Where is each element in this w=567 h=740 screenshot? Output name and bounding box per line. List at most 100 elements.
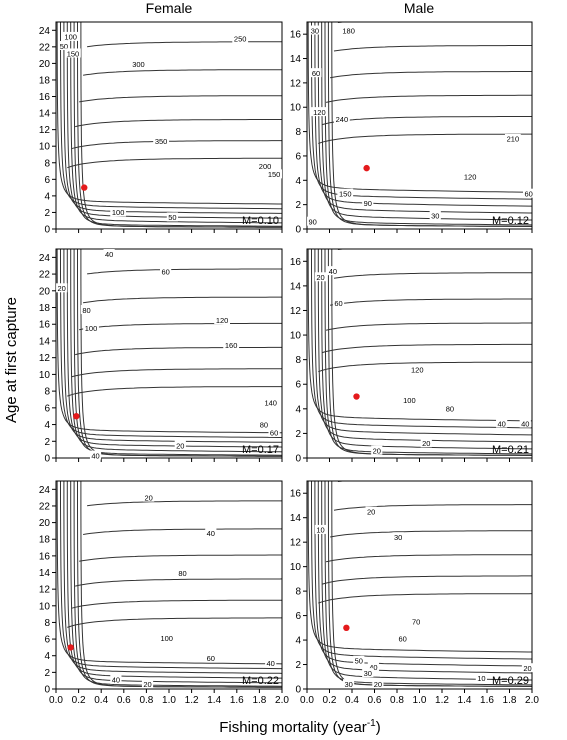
contour-line xyxy=(330,71,532,79)
contour-label: 100 xyxy=(112,208,125,217)
contour-line xyxy=(75,119,282,128)
y-tick-label: 16 xyxy=(290,489,302,500)
panel-male-3: 0.0 0.2 0.4 0.6 0.8 1.0 1.2 1.4 1.6 1.8 2.0 0 2 4 6 8 10… xyxy=(290,480,539,706)
contour-lines xyxy=(56,481,282,688)
contour-label: 60 xyxy=(270,429,278,438)
y-tick-label: 20 xyxy=(39,286,51,297)
panels: 0246810121416182022242503003502001501005… xyxy=(39,12,539,706)
contour-label-bg xyxy=(110,674,122,684)
y-tick-label: 10 xyxy=(290,103,302,114)
contour-label-bg xyxy=(83,323,99,333)
contour-lines xyxy=(56,12,302,228)
contour-line xyxy=(63,22,282,214)
contour-label-bg xyxy=(176,568,189,578)
contour-label-bg xyxy=(340,25,357,35)
contour-label-bg xyxy=(314,272,327,282)
contour-line xyxy=(75,578,282,587)
plot-frame xyxy=(55,480,283,690)
contour-line xyxy=(317,481,532,674)
contour-label: 50 xyxy=(168,213,176,222)
contour-line xyxy=(91,12,302,17)
contour-label-bg xyxy=(401,395,418,405)
contour-label: 40 xyxy=(112,676,120,685)
panel-label: M=0.21 xyxy=(492,444,529,456)
contour-line xyxy=(56,481,282,665)
optimum-point xyxy=(81,184,88,191)
y-tick-label: 6 xyxy=(44,403,50,414)
contour-line xyxy=(314,249,532,436)
contour-line xyxy=(327,22,532,227)
y-tick-label: 14 xyxy=(290,513,302,524)
optimum-point xyxy=(363,164,370,172)
y-tick-label: 12 xyxy=(290,78,302,89)
contour-label-bg xyxy=(141,679,154,689)
contour-line xyxy=(333,45,532,52)
y-tick-label: 4 xyxy=(295,176,301,187)
y-tick-label: 8 xyxy=(44,618,50,629)
y-tick-label: 24 xyxy=(39,26,51,37)
contour-line xyxy=(79,322,282,331)
contour-line xyxy=(77,22,282,228)
contour-label: 40 xyxy=(521,419,529,428)
contour-line xyxy=(311,22,532,200)
contour-label-bg xyxy=(262,397,279,407)
y-tick-label: 4 xyxy=(295,636,301,647)
contour-label: 30 xyxy=(311,26,319,35)
contour-line xyxy=(70,481,282,684)
x-tick-label: 1.4 xyxy=(458,695,472,706)
contour-line xyxy=(307,481,532,653)
contour-label-bg xyxy=(362,668,374,678)
y-tick-label: 6 xyxy=(295,611,301,622)
contour-label: 40 xyxy=(369,663,377,672)
contour-label: 80 xyxy=(446,405,454,414)
contour-label: 10 xyxy=(316,526,324,535)
column-title-male: Male xyxy=(404,0,435,16)
contour-label: 30 xyxy=(364,669,372,678)
contour-label-bg xyxy=(143,492,155,502)
y-tick-label: 18 xyxy=(39,75,51,86)
contour-label-bg xyxy=(205,653,217,663)
y-tick-label: 4 xyxy=(295,404,301,415)
x-tick-label: 2.0 xyxy=(275,695,289,706)
y-tick-label: 6 xyxy=(44,175,50,186)
y-tick-label: 10 xyxy=(290,331,302,342)
contour-line xyxy=(317,22,532,214)
contour-label-bg xyxy=(521,663,534,673)
contour-label: 20 xyxy=(523,664,531,673)
contour-label: 200 xyxy=(259,162,272,171)
contour-label: 20 xyxy=(373,446,381,455)
contour-label-bg xyxy=(174,440,186,450)
contour-label: 30 xyxy=(394,533,402,542)
contour-line xyxy=(307,22,532,193)
x-tick-label: 1.2 xyxy=(435,695,449,706)
y-tick-label: 22 xyxy=(39,42,51,53)
y-tick-label: 14 xyxy=(39,336,51,347)
contour-label-bg xyxy=(504,133,521,143)
contour-label: 60 xyxy=(312,69,320,78)
contour-label-bg xyxy=(332,298,345,308)
contour-label: 50 xyxy=(355,657,363,666)
y-tick-label: 4 xyxy=(44,651,50,662)
contour-label-bg xyxy=(58,41,70,51)
contour-line xyxy=(60,22,282,210)
contour-label: 120 xyxy=(216,316,229,325)
y-tick-label: 0 xyxy=(44,225,50,236)
optimum-point xyxy=(67,644,74,651)
contour-label-bg xyxy=(371,445,383,455)
y-tick-label: 12 xyxy=(290,306,302,317)
x-tick-label: 0.6 xyxy=(117,695,131,706)
x-tick-label: 0.4 xyxy=(94,695,108,706)
x-axis-title-superscript: -1 xyxy=(367,718,376,729)
contour-label: 120 xyxy=(313,108,326,117)
contour-lines xyxy=(56,249,282,457)
x-tick-label: 0.8 xyxy=(139,695,153,706)
panel-label: M=0.10 xyxy=(242,215,279,227)
contour-label: 20 xyxy=(367,507,375,516)
contour-label-bg xyxy=(80,305,93,315)
contour-label: 160 xyxy=(225,341,238,350)
contour-label: 40 xyxy=(329,267,337,276)
contour-label: 60 xyxy=(524,189,532,198)
contour-line xyxy=(73,249,282,456)
